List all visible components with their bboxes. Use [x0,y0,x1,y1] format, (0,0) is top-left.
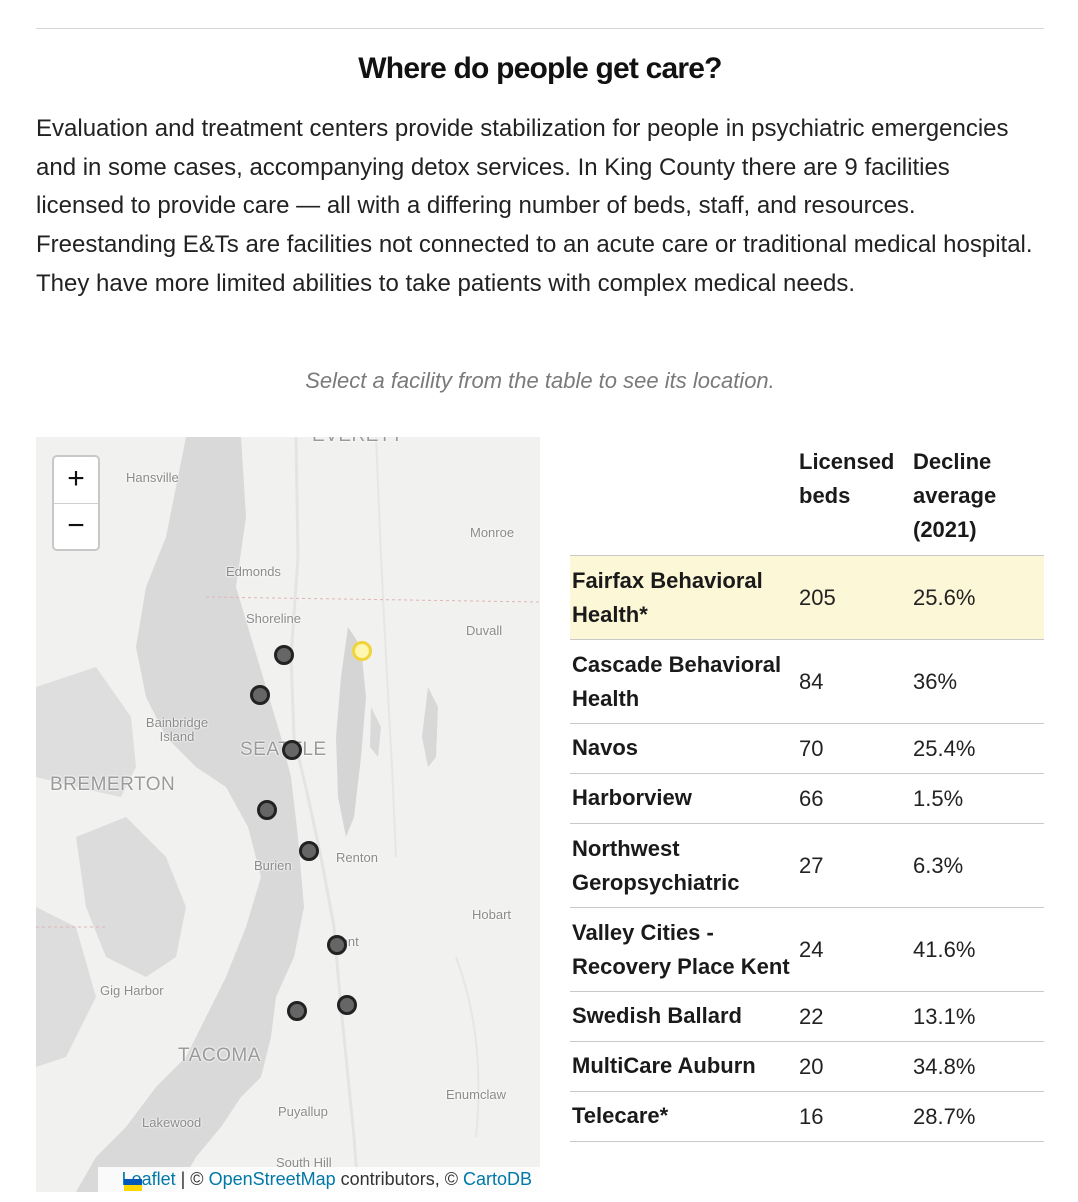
facility-name: Telecare* [572,1103,669,1128]
table-row[interactable]: Northwest Geropsychiatric 27 6.3% [570,823,1044,907]
decline-average-value: 34.8% [913,1053,976,1079]
decline-average-value: 25.4% [913,735,976,761]
table-bottom-rule [570,1141,1044,1142]
facility-table: Licensed beds Decline average (2021) Fai… [570,445,1044,1142]
decline-average-value: 13.1% [913,1003,976,1029]
map-label-south-hill: South Hill [276,1155,332,1170]
top-divider [36,28,1044,29]
map-label-hobart: Hobart [472,907,512,922]
attribution-separator: | © [175,1169,209,1189]
facility-marker[interactable] [287,1001,307,1021]
table-row[interactable]: Harborview 66 1.5% [570,773,1044,823]
decline-average-value: 25.6% [913,584,976,610]
decline-average-value: 36% [913,668,958,694]
facility-name: Navos [572,735,639,760]
facility-name: Cascade Behavioral Health [572,652,782,711]
decline-average-value: 1.5% [913,785,964,811]
facility-name: Swedish Ballard [572,1003,742,1028]
facility-name: Fairfax Behavioral Health* [572,568,763,627]
zoom-out-button[interactable]: − [67,509,85,542]
facility-marker[interactable] [257,800,277,820]
licensed-beds-value: 205 [799,584,836,610]
facility-marker-selected[interactable] [352,641,372,661]
zoom-in-button[interactable]: + [54,457,98,504]
table-row[interactable]: Telecare* 16 28.7% [570,1091,1044,1141]
facility-name: Valley Cities - Recovery Place Kent [572,920,790,979]
attribution-contributors: contributors, © [335,1169,463,1189]
basemap [36,437,540,1192]
table-row[interactable]: Fairfax Behavioral Health* 205 25.6% [570,555,1044,639]
map-label-hansville: Hansville [126,470,179,485]
map-label-edmonds: Edmonds [226,564,281,579]
map-label-lakewood: Lakewood [142,1115,202,1130]
licensed-beds-value: 16 [799,1103,824,1129]
licensed-beds-value: 70 [799,735,824,761]
intro-paragraph: Evaluation and treatment centers provide… [36,115,1033,297]
table-row[interactable]: Cascade Behavioral Health 84 36% [570,639,1044,723]
map-label-renton: Renton [336,850,378,865]
openstreetmap-link[interactable]: OpenStreetMap [208,1169,336,1189]
table-row[interactable]: MultiCare Auburn 20 34.8% [570,1041,1044,1091]
map-label-tacoma: TACOMA [178,1045,261,1066]
map-hint: Select a facility from the table to see … [305,368,775,393]
map-label-enumclaw: Enumclaw [446,1087,506,1102]
table-header: Licensed beds Decline average (2021) [570,445,1044,555]
licensed-beds-value: 84 [799,668,824,694]
cartodb-link[interactable]: CartoDB [462,1169,532,1189]
facility-marker[interactable] [274,645,294,665]
header-decline-average: Decline average (2021) [913,449,997,542]
map-label-burien: Burien [254,858,292,873]
map-label-gig-harbor: Gig Harbor [100,983,164,998]
header-licensed-beds: Licensed beds [799,449,895,508]
table-row[interactable]: Swedish Ballard 22 13.1% [570,991,1044,1041]
decline-average-value: 41.6% [913,936,976,962]
decline-average-value: 6.3% [913,852,964,878]
zoom-control: + − [52,455,100,551]
map-attribution: Leaflet | © OpenStreetMap contributors, … [97,1167,540,1192]
licensed-beds-value: 20 [799,1053,824,1079]
facility-name: MultiCare Auburn [572,1053,756,1078]
table-row[interactable]: Navos 70 25.4% [570,723,1044,773]
map-label-shoreline: Shoreline [246,611,301,626]
licensed-beds-value: 24 [799,936,824,962]
map-label-everett: EVERETT [312,437,403,447]
section-title: Where do people get care? [358,52,722,85]
facility-marker[interactable] [282,740,302,760]
facility-marker[interactable] [299,841,319,861]
facility-marker[interactable] [327,935,347,955]
facility-map[interactable]: EVERETT Hansville Monroe Edmonds Shoreli… [36,437,540,1192]
licensed-beds-value: 66 [799,785,824,811]
table-row[interactable]: Valley Cities - Recovery Place Kent 24 41.… [570,907,1044,991]
facility-name: Harborview [572,785,692,810]
facility-marker[interactable] [250,685,270,705]
map-label-monroe: Monroe [470,525,515,540]
map-label-puyallup: Puyallup [278,1104,328,1119]
decline-average-value: 28.7% [913,1103,976,1129]
map-label-bainbridge: Bainbridge Island [145,715,209,744]
map-label-bremerton: BREMERTON [50,774,176,795]
facility-marker[interactable] [337,995,357,1015]
facility-name: Northwest Geropsychiatric [572,836,740,895]
licensed-beds-value: 22 [799,1003,824,1029]
licensed-beds-value: 27 [799,852,824,878]
map-label-duvall: Duvall [466,623,503,638]
ukraine-flag-icon [123,1179,142,1191]
